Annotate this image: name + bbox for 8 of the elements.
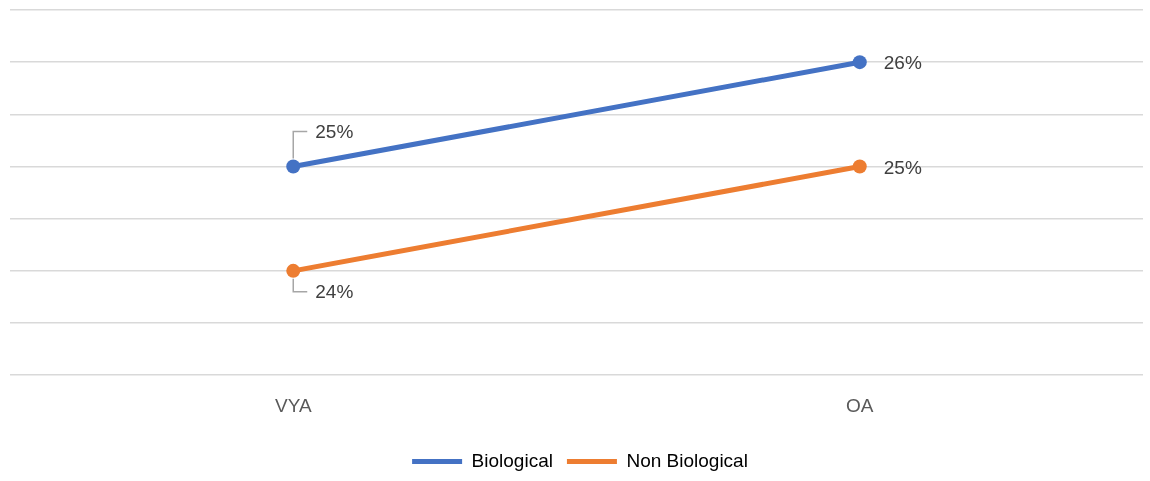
data-label: 24% [315,281,354,303]
legend-label: Non Biological [626,449,748,471]
data-label: 26% [883,52,922,74]
data-label: 25% [883,156,922,178]
x-tick-label: VYA [274,394,312,416]
x-tick-label: OA [846,394,874,416]
data-label: 25% [315,120,354,142]
legend-label: Biological [471,449,553,471]
